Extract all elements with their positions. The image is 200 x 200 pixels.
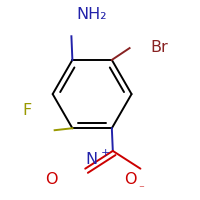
Text: +: + — [101, 148, 110, 158]
Text: F: F — [23, 103, 32, 118]
Text: O: O — [45, 172, 58, 187]
Text: NH₂: NH₂ — [76, 7, 106, 22]
Text: O: O — [124, 172, 137, 187]
Text: Br: Br — [150, 40, 168, 55]
Text: ⁻: ⁻ — [138, 184, 144, 194]
Text: N: N — [85, 152, 97, 167]
